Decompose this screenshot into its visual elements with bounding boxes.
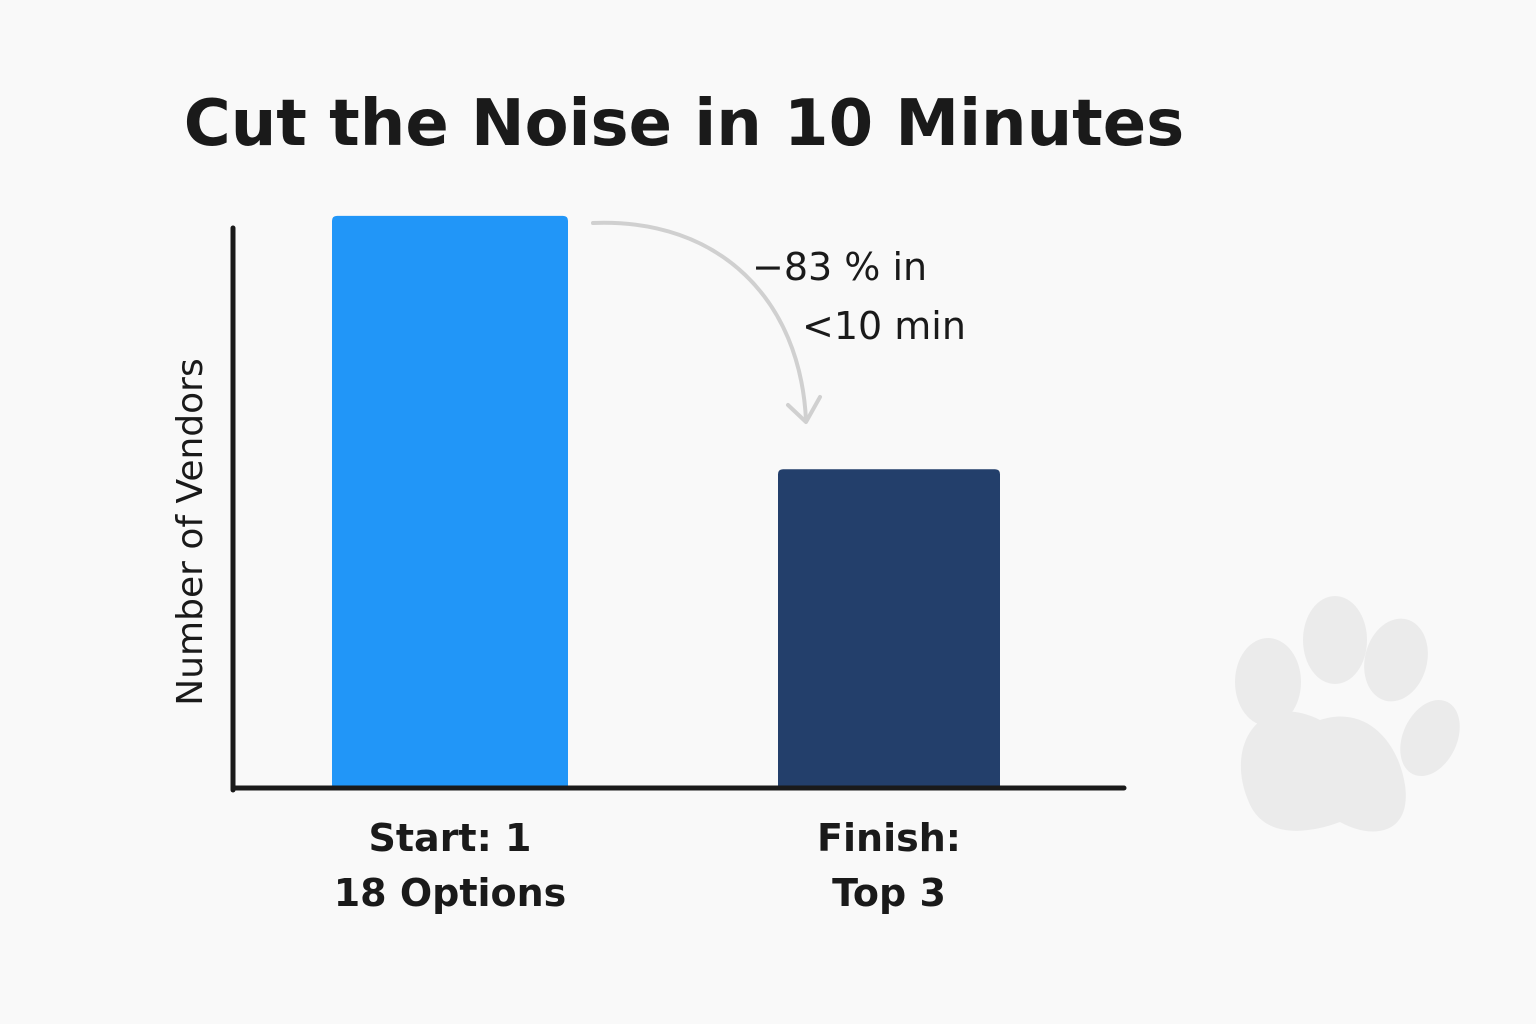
x-tick-label-2-line-1: Finish:: [817, 816, 961, 860]
x-tick-label-1-line-1: Start: 1: [369, 816, 532, 860]
reduction-annotation: −83 % in <10 min: [591, 220, 966, 424]
arrowhead-icon: [786, 395, 822, 424]
y-axis-label: Number of Vendors: [170, 358, 211, 705]
annotation-line-2: <10 min: [802, 304, 966, 348]
chart-title: Cut the Noise in 10 Minutes: [184, 87, 1184, 161]
bar-1: [332, 215, 568, 787]
annotation-line-1: −83 % in: [752, 245, 927, 289]
x-tick-label-2-line-2: Top 3: [832, 871, 946, 915]
paw-print-icon: [1235, 596, 1460, 832]
bars-group: [332, 215, 1000, 787]
curved-arrow-icon: [591, 220, 808, 422]
x-tick-labels: Start: 1 18 Options Finish: Top 3: [334, 816, 961, 915]
x-tick-label-1-line-2: 18 Options: [334, 871, 567, 915]
bar-2: [778, 469, 1000, 786]
